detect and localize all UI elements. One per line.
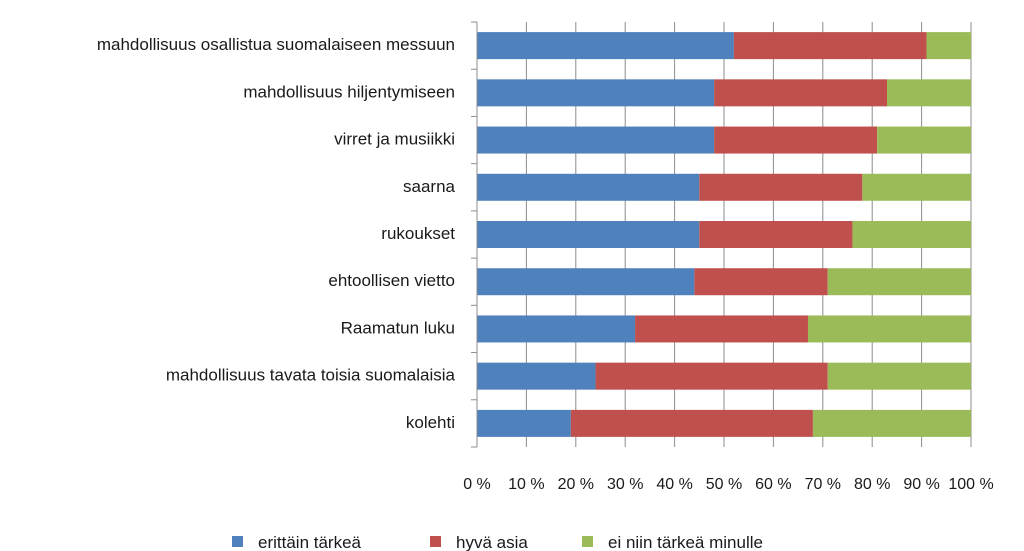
bar-segment — [635, 315, 808, 343]
bar-segment — [477, 221, 700, 248]
bar-segment — [477, 362, 596, 390]
legend-label: erittäin tärkeä — [258, 533, 362, 551]
x-tick-labels: 0 % 10 % 20 % 30 % 40 % 50 % 60 % 70 % 80 % 90 % 1… — [463, 476, 993, 493]
bar-segment — [807, 315, 971, 343]
x-tick-label: 50 % — [706, 476, 742, 493]
x-tick-label: 20 % — [558, 476, 594, 493]
bar-segment — [477, 315, 636, 343]
category-label: ehtoollisen vietto — [328, 271, 455, 290]
legend-swatch — [430, 536, 441, 547]
legend-label: ei niin tärkeä minulle — [608, 533, 763, 551]
bar-segment — [827, 268, 971, 296]
bar-segment — [595, 362, 828, 390]
category-label: rukoukset — [381, 224, 455, 243]
legend-swatch — [232, 536, 243, 547]
category-label: mahdollisuus tavata toisia suomalaisia — [166, 366, 456, 385]
bar-segment — [699, 221, 853, 248]
bar-segment — [477, 409, 571, 437]
legend-swatch — [582, 536, 593, 547]
bar-segment — [733, 32, 927, 60]
bar-segment — [694, 268, 828, 296]
bar-segment — [699, 173, 863, 201]
x-tick-label: 90 % — [903, 476, 939, 493]
bar-segment — [477, 268, 695, 296]
bar-segment — [714, 79, 888, 107]
category-labels: mahdollisuus osallistua suomalaiseen mes… — [97, 35, 456, 432]
bar-segment — [877, 126, 971, 154]
x-tick-label: 40 % — [656, 476, 692, 493]
x-tick-label: 80 % — [854, 476, 890, 493]
bar-segment — [862, 173, 971, 201]
x-tick-label: 10 % — [508, 476, 544, 493]
legend-label: hyvä asia — [456, 533, 528, 551]
category-label: mahdollisuus hiljentymiseen — [243, 82, 455, 101]
bar-segment — [570, 409, 813, 437]
category-label: Raamatun luku — [341, 318, 455, 337]
category-label: mahdollisuus osallistua suomalaiseen mes… — [97, 35, 455, 54]
x-tick-label: 70 % — [805, 476, 841, 493]
bar-segment — [852, 221, 971, 248]
bar-segment — [827, 362, 971, 390]
bar-segment — [477, 79, 715, 107]
x-tick-label: 60 % — [755, 476, 791, 493]
x-tick-label: 0 % — [463, 476, 491, 493]
category-label: saarna — [403, 177, 456, 196]
bar-segment — [714, 126, 878, 154]
bar-segment — [477, 32, 734, 60]
bar-segment — [887, 79, 971, 107]
x-tick-label: 100 % — [948, 476, 993, 493]
bar-segment — [477, 173, 700, 201]
axes — [471, 21, 478, 448]
bar-segment — [477, 126, 715, 154]
bar-segment — [926, 32, 971, 60]
category-label: virret ja musiikki — [334, 130, 455, 149]
bar-segment — [812, 409, 971, 437]
bars — [477, 32, 971, 437]
category-label: kolehti — [406, 413, 455, 432]
x-tick-label: 30 % — [607, 476, 643, 493]
legend: erittäin tärkeä hyvä asia ei niin tärkeä m… — [232, 533, 763, 551]
